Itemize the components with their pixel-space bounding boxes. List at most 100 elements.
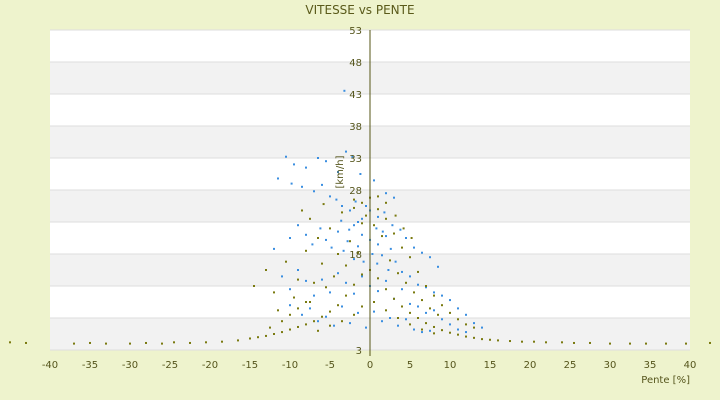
data-point (313, 190, 315, 193)
x-tick-labels: -40 -35 -30 -25 -20 -15 -10 -5 0 5 10 15 20 25 30 35 40 (42, 360, 697, 371)
data-point (457, 333, 459, 336)
data-point (321, 262, 323, 265)
data-point (373, 224, 375, 227)
data-point (429, 256, 431, 259)
data-point (337, 171, 339, 174)
data-point (289, 237, 291, 239)
data-point (365, 214, 367, 217)
data-point (394, 260, 397, 263)
data-point (305, 301, 307, 303)
data-point (481, 338, 483, 341)
data-point (465, 335, 467, 338)
data-point (545, 341, 547, 344)
data-point (281, 275, 283, 278)
data-point (343, 89, 346, 92)
x-tick-label: 25 (564, 360, 577, 371)
data-point (421, 299, 423, 302)
data-point (353, 283, 355, 286)
data-point (330, 246, 333, 249)
data-point (489, 338, 491, 341)
data-point (533, 340, 535, 343)
data-point (385, 201, 387, 204)
data-point (385, 279, 387, 282)
data-point (377, 195, 379, 198)
data-point (9, 341, 11, 344)
data-point (381, 235, 383, 238)
data-point (205, 341, 207, 344)
data-point (665, 342, 667, 345)
data-point (405, 237, 407, 239)
data-point (437, 313, 439, 316)
data-point (129, 342, 131, 345)
data-point (381, 254, 383, 257)
data-point (425, 322, 427, 325)
data-point (301, 185, 303, 188)
data-point (376, 262, 379, 265)
data-point (333, 275, 335, 278)
data-point (357, 251, 359, 254)
data-point (297, 224, 299, 227)
data-points (9, 89, 711, 345)
data-point (377, 215, 379, 218)
data-point (381, 230, 384, 233)
data-point (329, 195, 331, 198)
data-point (361, 201, 363, 204)
data-point (399, 228, 402, 231)
data-point (73, 342, 75, 345)
data-point (449, 311, 451, 314)
data-point (353, 258, 355, 261)
y-tick-label: 38 (349, 122, 362, 133)
data-point (297, 325, 299, 328)
data-point (521, 340, 523, 343)
data-point (441, 329, 443, 332)
y-tick-label: 48 (349, 58, 362, 69)
data-point (589, 341, 591, 344)
data-point (353, 224, 355, 227)
data-point (317, 157, 319, 159)
data-point (349, 322, 351, 325)
data-point (357, 311, 359, 314)
data-point (321, 278, 323, 281)
data-point (337, 272, 339, 275)
data-point (393, 297, 395, 300)
data-point (381, 320, 383, 323)
data-point (317, 320, 319, 323)
data-point (305, 233, 307, 236)
data-point (309, 307, 311, 310)
data-point (301, 313, 303, 316)
data-point (409, 275, 411, 278)
data-point (309, 301, 311, 303)
data-point (397, 272, 399, 275)
data-point (387, 269, 390, 271)
data-point (473, 326, 475, 329)
data-point (389, 247, 392, 250)
data-point (441, 304, 443, 307)
data-point (342, 249, 345, 252)
data-point (401, 270, 403, 273)
data-point (337, 253, 339, 255)
data-point (269, 326, 271, 329)
data-point (433, 325, 435, 328)
data-point (329, 227, 331, 230)
data-point (385, 288, 387, 291)
data-point (305, 166, 307, 169)
data-point (429, 329, 431, 332)
data-point (325, 160, 327, 163)
data-point (293, 163, 295, 166)
data-point (265, 334, 267, 337)
data-point (249, 337, 251, 340)
data-point (313, 294, 315, 297)
data-point (281, 331, 283, 334)
data-point (311, 243, 314, 246)
data-point (345, 281, 347, 284)
data-point (385, 309, 387, 312)
data-point (425, 286, 427, 289)
y-tick-label: 28 (349, 186, 362, 197)
data-point (433, 309, 435, 312)
y-tick-label: 53 (349, 26, 362, 37)
data-point (89, 341, 91, 344)
data-point (509, 340, 511, 343)
data-point (449, 331, 451, 334)
data-point (465, 323, 467, 326)
